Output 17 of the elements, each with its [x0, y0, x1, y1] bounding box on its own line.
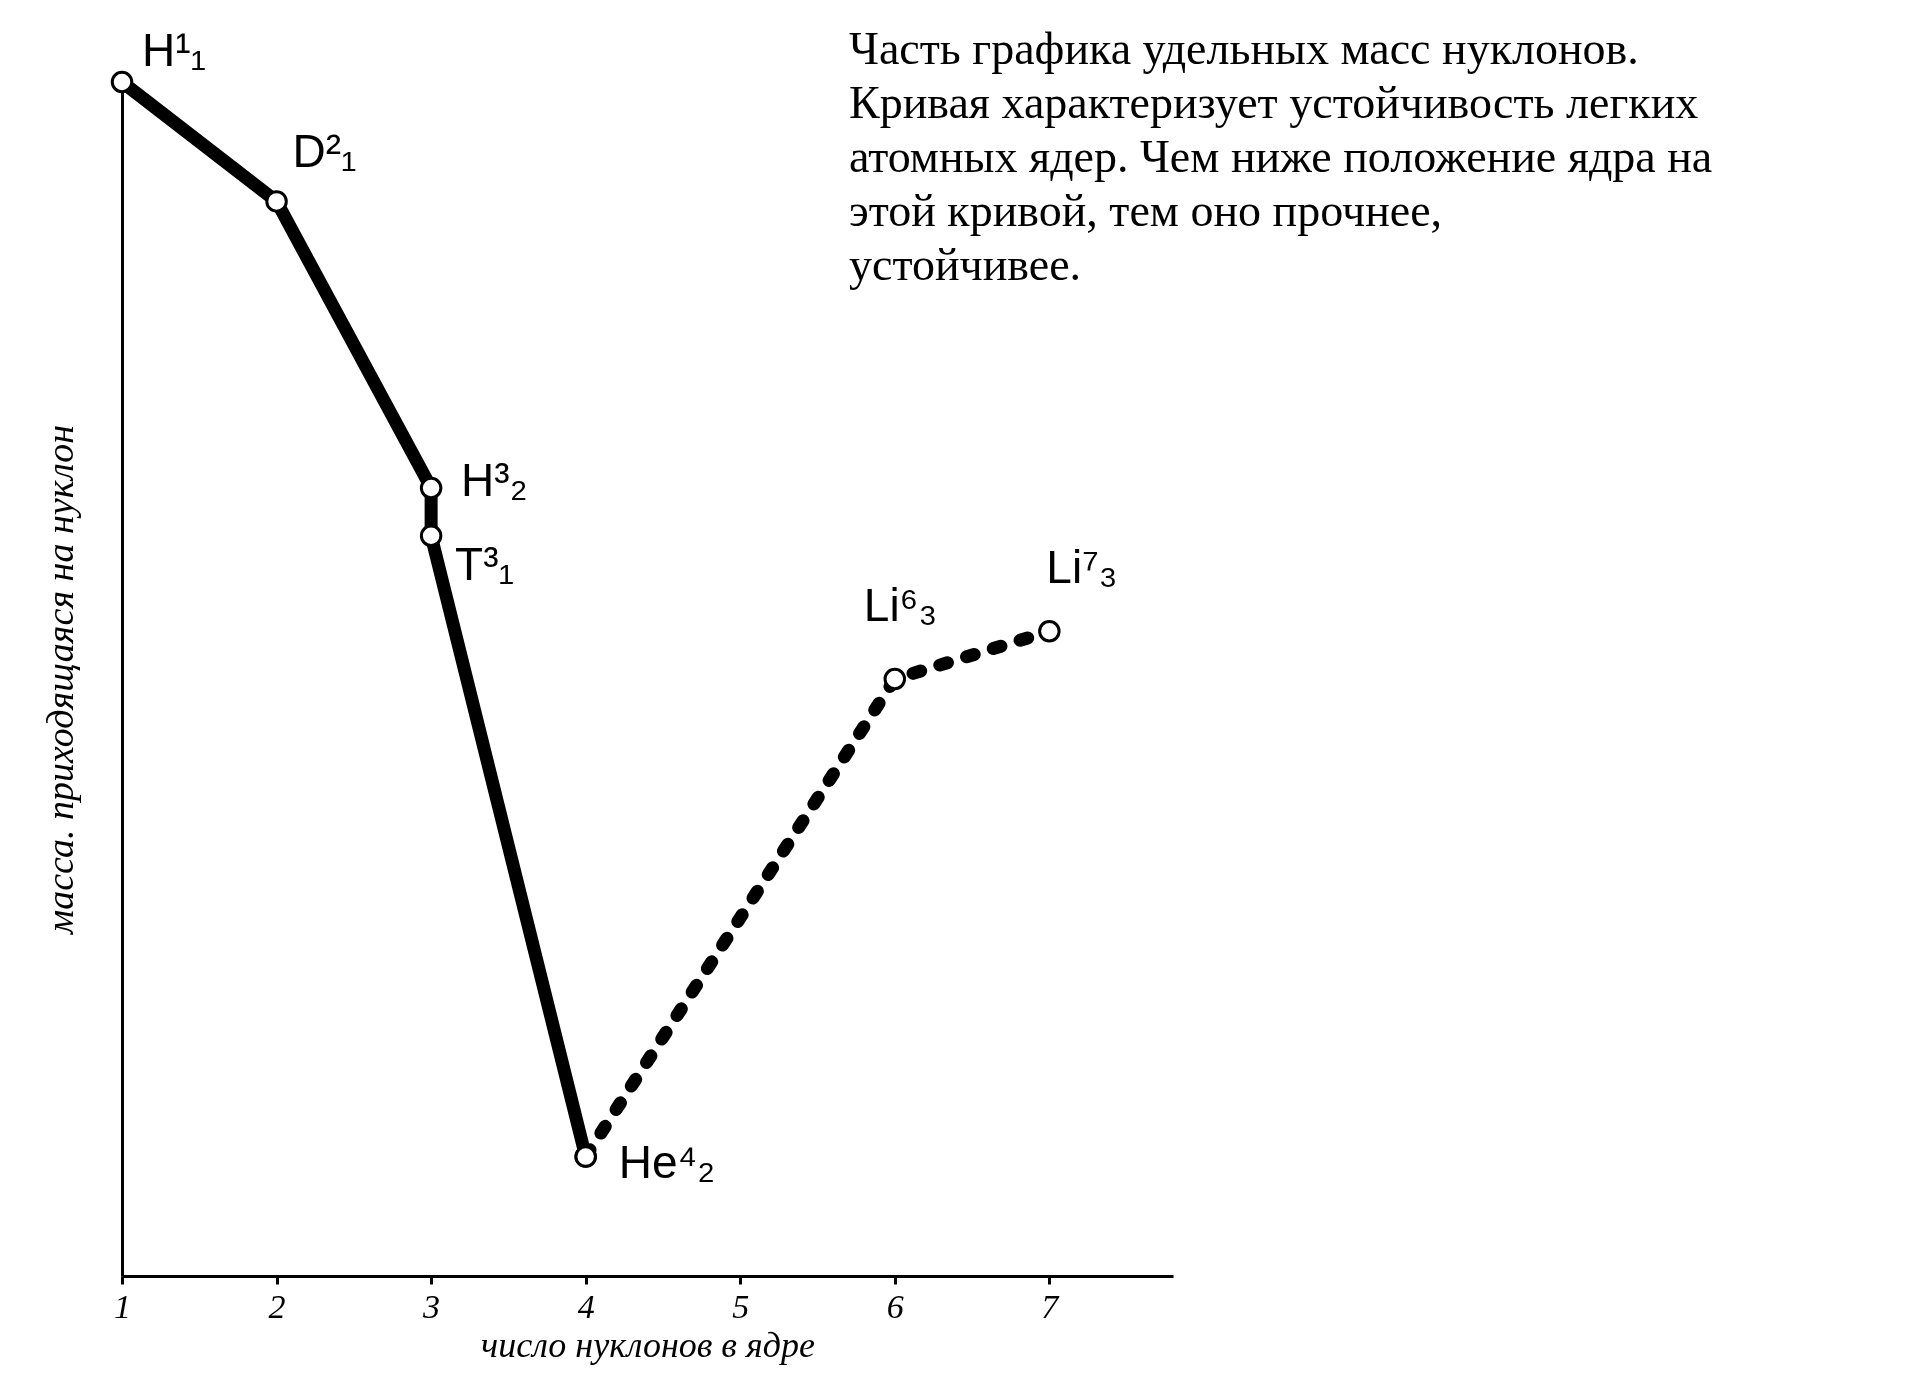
x-tick-label: 1: [114, 1287, 131, 1325]
x-tick-label: 7: [1041, 1287, 1061, 1325]
annotation: Li⁶₃: [863, 579, 938, 631]
annotation: He⁴₂: [618, 1135, 716, 1188]
x-tick-label: 5: [732, 1287, 750, 1325]
x-tick-label: 2: [268, 1287, 286, 1325]
y-axis-title: масса. приходящаяся на нуклон: [38, 424, 81, 937]
annotation: D²₁: [292, 125, 357, 178]
annotation: Часть графика удельных масс нуклонов. Кривая характеризует устойчивость легких атомных ядер. Чем ниже положение ядра на этой кривой, тем оно прочнее, устойчивее.: [849, 23, 1713, 290]
x-axis-title: число нуклонов в ядре: [481, 1324, 815, 1365]
x-tick-label: 4: [577, 1287, 595, 1325]
annotation: H³₂: [461, 453, 528, 506]
annotation: T³₁: [455, 537, 515, 590]
x-tick-label: 6: [886, 1287, 904, 1325]
annotation: Li⁷₃: [1046, 541, 1118, 594]
x-tick-label: 3: [422, 1287, 441, 1325]
annotation: H¹₁: [142, 24, 207, 76]
